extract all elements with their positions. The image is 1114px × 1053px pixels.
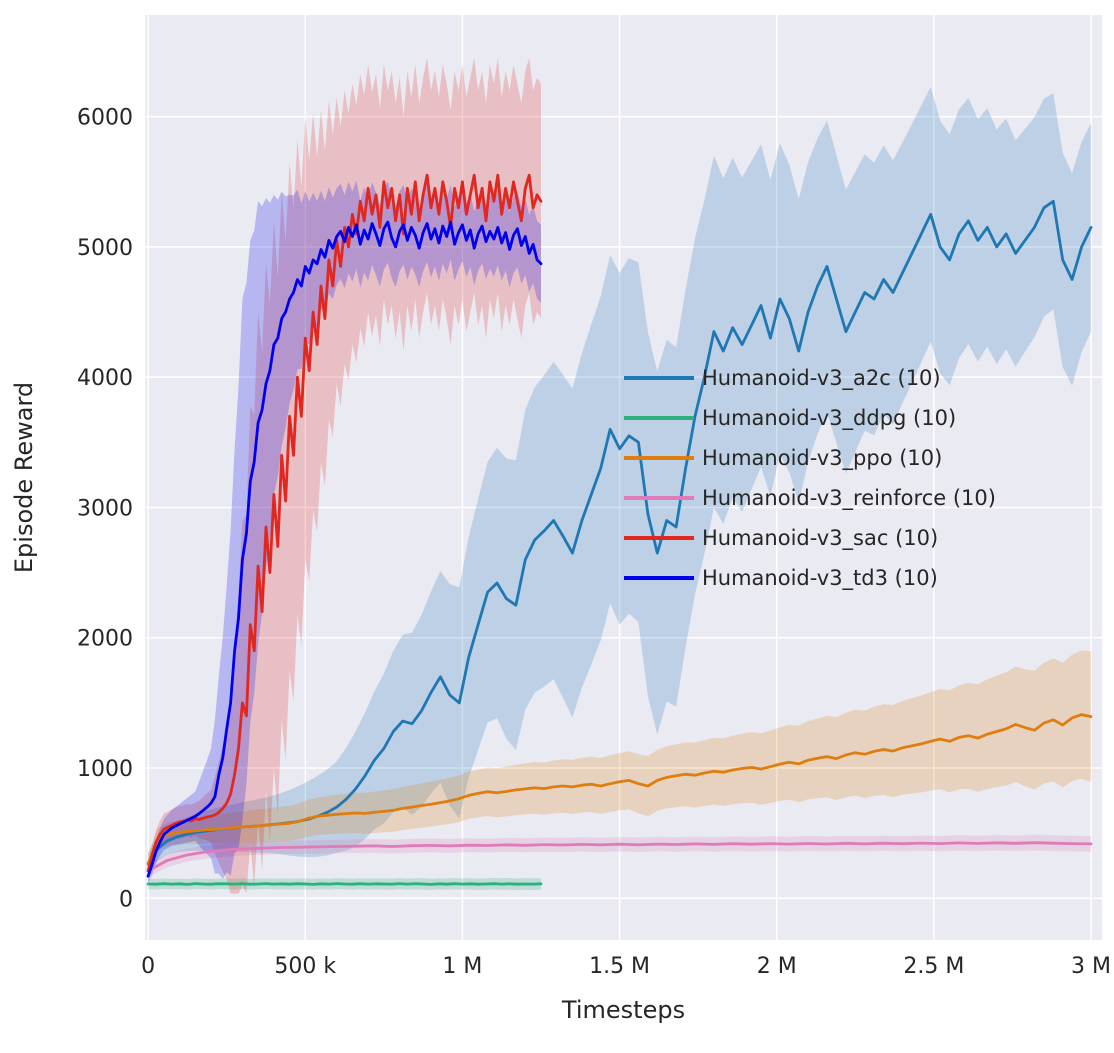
legend-label-ppo: Humanoid-v3_ppo (10) bbox=[702, 446, 942, 471]
series-band-sac bbox=[148, 58, 541, 894]
gridlines bbox=[145, 15, 1102, 940]
tick-labels: 0 1000 2000 3000 4000 5000 6000 0 500 k 1 M 1.5 M 2… bbox=[77, 106, 1111, 979]
y-tick-label: 3000 bbox=[77, 496, 133, 521]
legend-item-reinforce: Humanoid-v3_reinforce (10) bbox=[624, 486, 996, 511]
x-tick-label: 2.5 M bbox=[903, 954, 964, 979]
series-line-ppo bbox=[146, 713, 1093, 866]
legend: Humanoid-v3_a2c (10) Humanoid-v3_ddpg (10… bbox=[624, 366, 996, 591]
y-tick-label: 6000 bbox=[77, 106, 133, 131]
y-tick-label: 0 bbox=[119, 887, 133, 912]
series-line-sac bbox=[146, 173, 543, 873]
series-band-ppo bbox=[148, 650, 1092, 875]
x-tick-label: 3 M bbox=[1071, 954, 1111, 979]
legend-label-ddpg: Humanoid-v3_ddpg (10) bbox=[702, 406, 956, 431]
legend-item-td3: Humanoid-v3_td3 (10) bbox=[624, 566, 938, 591]
x-tick-label: 0 bbox=[141, 954, 155, 979]
legend-item-ddpg: Humanoid-v3_ddpg (10) bbox=[624, 406, 956, 431]
series-band-a2c bbox=[148, 87, 1092, 874]
legend-label-sac: Humanoid-v3_sac (10) bbox=[702, 526, 938, 551]
legend-item-ppo: Humanoid-v3_ppo (10) bbox=[624, 446, 942, 471]
legend-item-sac: Humanoid-v3_sac (10) bbox=[624, 526, 938, 551]
y-tick-label: 1000 bbox=[77, 757, 133, 782]
legend-label-a2c: Humanoid-v3_a2c (10) bbox=[702, 366, 941, 391]
series-line-ddpg bbox=[146, 882, 543, 886]
plot-background bbox=[145, 15, 1102, 940]
series-line-reinforce bbox=[146, 841, 1093, 873]
y-tick-label: 4000 bbox=[77, 366, 133, 391]
legend-label-reinforce: Humanoid-v3_reinforce (10) bbox=[702, 486, 996, 511]
x-axis-label: Timesteps bbox=[561, 996, 685, 1024]
series-lines bbox=[146, 173, 1093, 886]
legend-label-td3: Humanoid-v3_td3 (10) bbox=[702, 566, 938, 591]
x-tick-label: 500 k bbox=[274, 954, 336, 979]
y-tick-label: 5000 bbox=[77, 236, 133, 261]
y-tick-label: 2000 bbox=[77, 627, 133, 652]
x-tick-label: 1.5 M bbox=[589, 954, 650, 979]
x-tick-label: 1 M bbox=[442, 954, 482, 979]
y-axis-label: Episode Reward bbox=[10, 382, 38, 573]
series-line-td3 bbox=[146, 220, 543, 878]
x-tick-label: 2 M bbox=[757, 954, 797, 979]
legend-item-a2c: Humanoid-v3_a2c (10) bbox=[624, 366, 941, 391]
